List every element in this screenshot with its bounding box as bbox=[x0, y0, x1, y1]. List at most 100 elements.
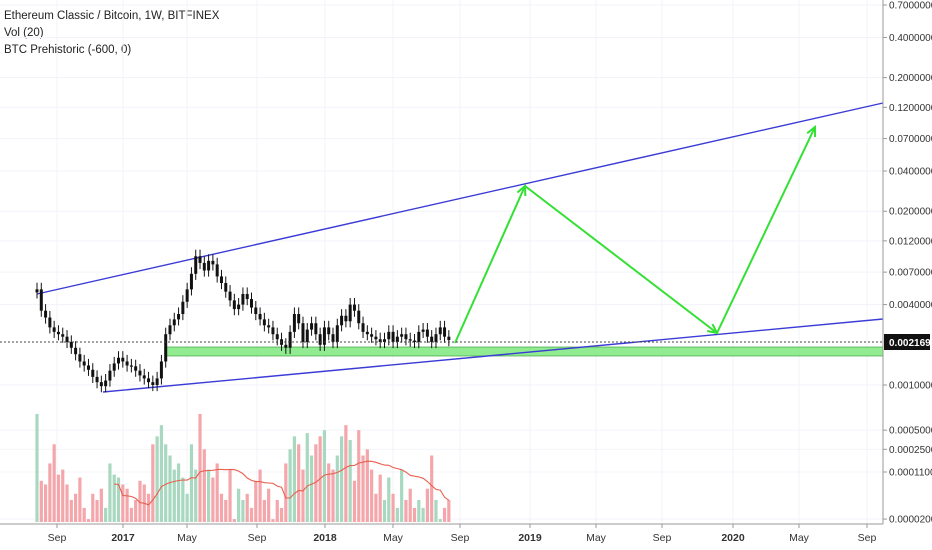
candle-body bbox=[254, 307, 258, 315]
time-tick-label: Sep bbox=[248, 532, 267, 544]
volume-bar bbox=[91, 493, 95, 522]
volume-bar bbox=[387, 477, 391, 522]
price-axis[interactable]: 0.7000000 0.4000000 0.2000000 0.1200000 0.07… bbox=[883, 1, 932, 392]
volume-bar bbox=[352, 480, 357, 522]
volume-bar bbox=[314, 444, 318, 522]
volume-bar bbox=[108, 463, 112, 522]
volume-bar bbox=[370, 469, 374, 522]
candle-body bbox=[250, 299, 253, 308]
candle-body bbox=[400, 334, 404, 337]
price-tick-label: 0.0120000 bbox=[889, 236, 932, 247]
volume-bar bbox=[172, 469, 176, 522]
volume-bar bbox=[207, 469, 211, 522]
symbol-title[interactable]: Ethereum Classic / Bitcoin, 1W, BITFINEX bbox=[4, 10, 220, 22]
volume-bar bbox=[211, 477, 215, 522]
candle-body bbox=[391, 331, 395, 342]
time-tick-label: Sep bbox=[858, 532, 877, 544]
candle-body bbox=[284, 344, 288, 348]
candle-body bbox=[65, 336, 69, 342]
time-tick-label: 2020 bbox=[721, 532, 745, 544]
volume-bar bbox=[288, 449, 292, 522]
volume-bar bbox=[301, 469, 305, 522]
price-tick-label: 0.0040000 bbox=[889, 300, 932, 311]
candle-body bbox=[258, 314, 262, 320]
candle-body bbox=[443, 327, 447, 337]
volume-bar bbox=[43, 484, 48, 522]
volume-bar bbox=[56, 474, 61, 522]
volume-bar bbox=[121, 484, 125, 522]
volume-bar bbox=[181, 477, 185, 522]
time-tick-label: May bbox=[383, 532, 404, 544]
support-zone bbox=[164, 346, 884, 357]
volume-bar bbox=[421, 507, 425, 522]
candle-body bbox=[129, 365, 133, 367]
volume-bar bbox=[335, 455, 339, 522]
candle-body bbox=[357, 310, 361, 324]
candle-body bbox=[91, 369, 95, 377]
price-tick-label: 0.0700000 bbox=[889, 134, 932, 145]
volume-bar bbox=[348, 440, 352, 522]
current-price-box bbox=[884, 334, 930, 350]
volume-bar bbox=[185, 493, 189, 522]
candle-body bbox=[194, 256, 198, 274]
projection-arrow-segment bbox=[716, 126, 816, 334]
candle-body bbox=[382, 339, 386, 342]
candle-body bbox=[434, 334, 438, 342]
candle-body bbox=[305, 329, 309, 342]
volume-bar bbox=[322, 430, 327, 522]
indicator-volume-label[interactable]: Vol (20) bbox=[4, 27, 44, 39]
price-tick-label: 0.0200000 bbox=[889, 207, 932, 218]
candle-body bbox=[335, 325, 339, 342]
candle-body bbox=[301, 323, 305, 342]
candle-body bbox=[39, 289, 43, 311]
candle-body bbox=[348, 304, 352, 322]
volume-bar bbox=[39, 480, 43, 522]
volume-bar bbox=[292, 436, 296, 522]
time-axis[interactable]: Sep 2017 May Sep 2018 May Sep 2019 May Sep 2020 May… bbox=[48, 524, 877, 544]
candle-body bbox=[413, 340, 417, 342]
candle-body bbox=[292, 314, 296, 332]
candle-body bbox=[74, 347, 78, 355]
candle-body bbox=[262, 319, 266, 326]
time-tick-label: 2017 bbox=[111, 532, 135, 544]
candle-body bbox=[322, 327, 326, 345]
candle-body bbox=[361, 323, 365, 332]
volume-bar bbox=[125, 488, 129, 522]
candle-body bbox=[104, 380, 108, 387]
candle-body bbox=[159, 361, 163, 379]
volume-bar bbox=[378, 474, 382, 522]
volume-bar bbox=[164, 444, 168, 522]
candle-body bbox=[56, 331, 60, 335]
volume-bar bbox=[297, 444, 301, 522]
volume-bar bbox=[224, 499, 228, 522]
volume-axis: 0.0005000 0.0002500 0.0001100 0.0000200 bbox=[883, 426, 932, 526]
candle-body bbox=[134, 366, 138, 371]
candle-body bbox=[52, 327, 56, 332]
volume-bar bbox=[155, 436, 159, 522]
trendlines[interactable] bbox=[36, 102, 884, 393]
volume-bar bbox=[241, 499, 245, 522]
volume-bar bbox=[52, 444, 56, 522]
candle-body bbox=[207, 260, 211, 271]
volume-bar bbox=[237, 488, 241, 522]
volume-bar bbox=[331, 469, 335, 522]
indicator-btc-prehistoric-label[interactable]: BTC Prehistoric (-600, 0) bbox=[4, 44, 132, 56]
candle-body bbox=[181, 301, 185, 315]
candle-body bbox=[438, 327, 442, 335]
volume-bar bbox=[254, 480, 258, 522]
candle-body bbox=[374, 336, 378, 340]
volume-bar bbox=[61, 469, 65, 522]
projection-arrowhead bbox=[806, 124, 817, 138]
candle-body bbox=[108, 370, 112, 381]
candle-body bbox=[421, 329, 425, 332]
time-tick-label: Sep bbox=[451, 532, 470, 544]
candle-body bbox=[44, 310, 48, 318]
volume-tick-label: 0.0005000 bbox=[889, 426, 932, 437]
support-band bbox=[164, 346, 884, 357]
candle-body bbox=[112, 363, 116, 371]
volume-bar bbox=[65, 484, 69, 522]
projection-arrows[interactable] bbox=[454, 124, 817, 344]
volume-bars bbox=[35, 413, 451, 522]
candle-body bbox=[202, 262, 206, 271]
